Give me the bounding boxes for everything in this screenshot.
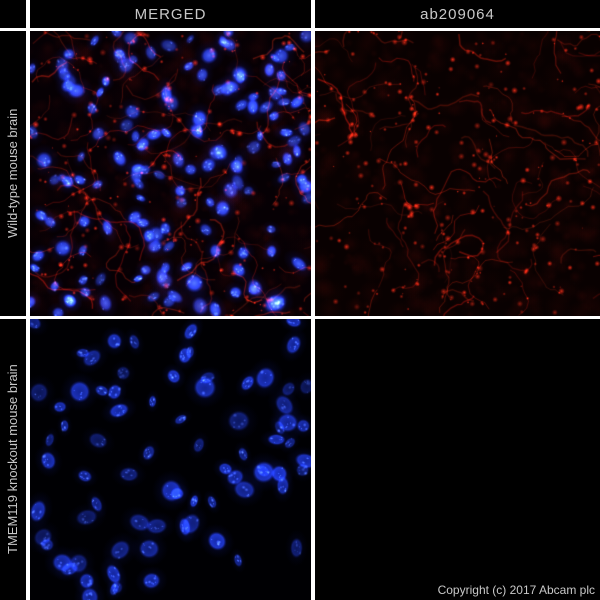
column-header-merged: MERGED (134, 5, 207, 23)
copyright-text: Copyright (c) 2017 Abcam plc (437, 583, 595, 597)
panel-wildtype-merged-micrograph (30, 31, 311, 316)
panel-wildtype-ab209064-micrograph (315, 31, 600, 316)
horizontal-divider-header (0, 28, 600, 31)
row-label-wildtype-mouse-brain: Wild-type mouse brain (5, 108, 20, 239)
panel-knockout-ab209064-micrograph (315, 319, 600, 600)
vertical-divider-left (26, 0, 30, 600)
panel-knockout-merged-micrograph (30, 319, 311, 600)
column-header-ab209064: ab209064 (420, 5, 495, 23)
horizontal-divider-middle (0, 316, 600, 319)
row-label-tmem119-knockout-mouse-brain: TMEM119 knockout mouse brain (5, 364, 20, 555)
vertical-divider-middle (311, 0, 315, 600)
